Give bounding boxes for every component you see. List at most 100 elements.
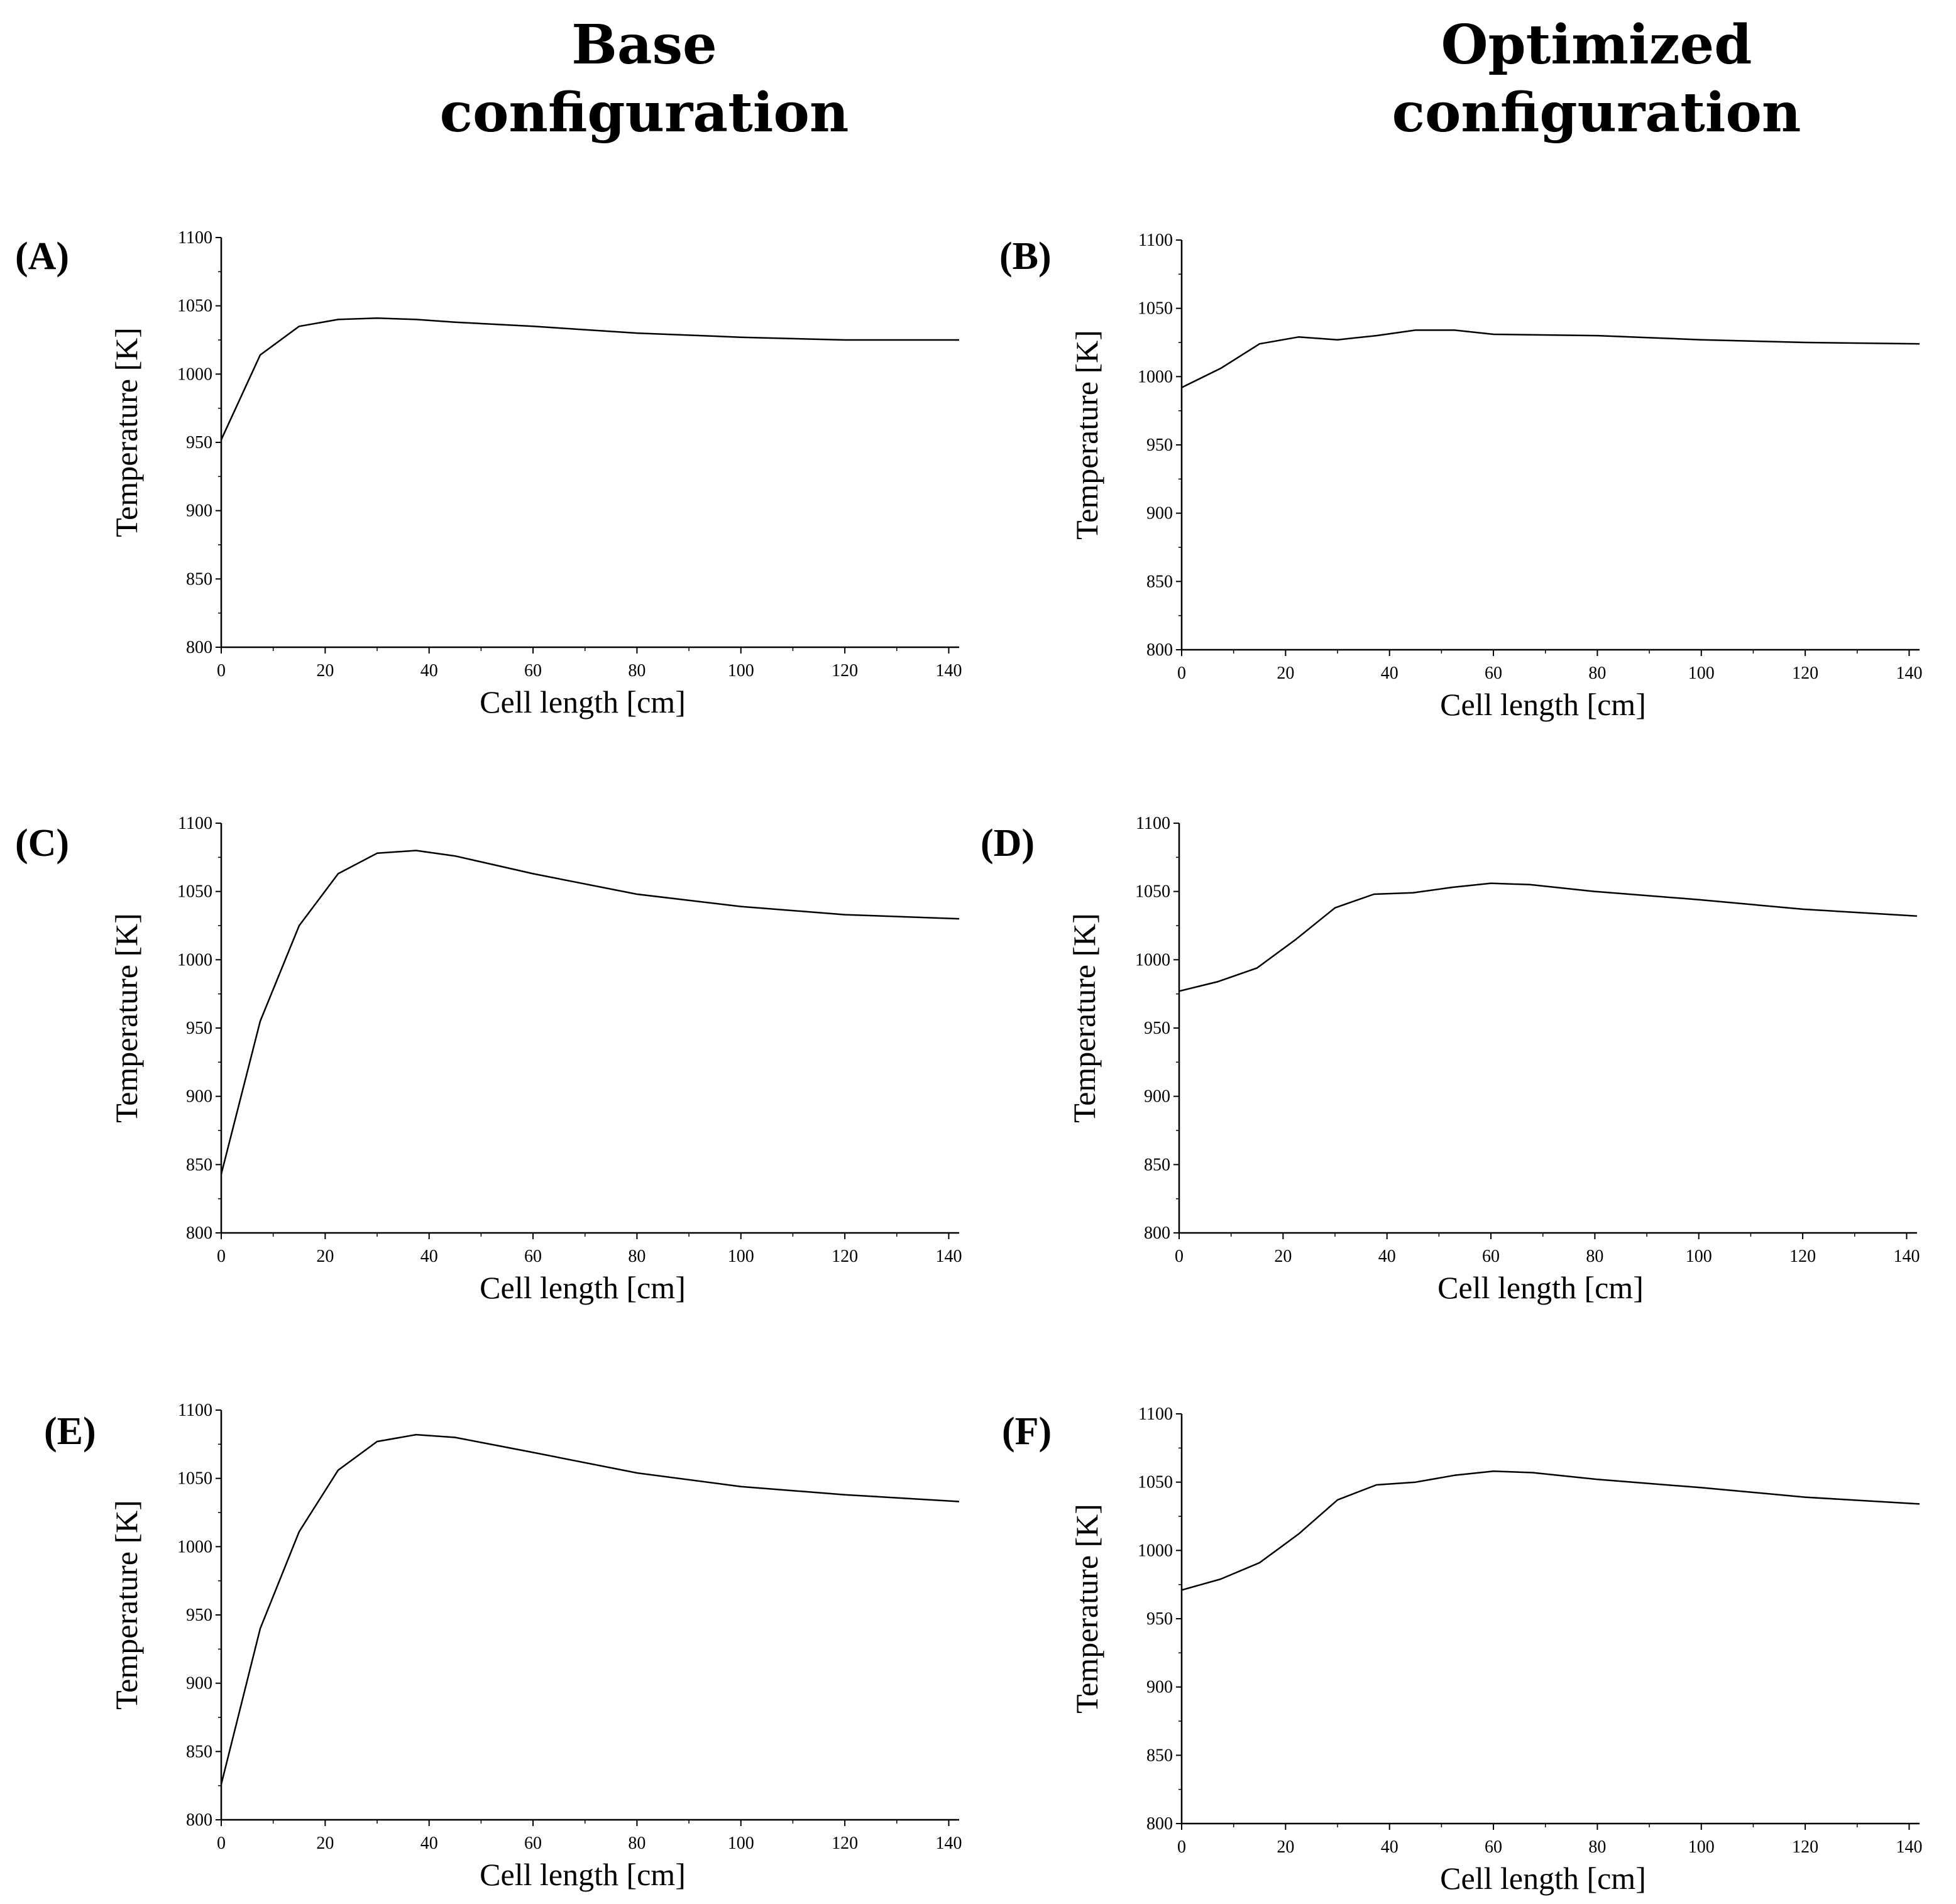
panel-e-x-tick-label: 60 <box>524 1834 542 1853</box>
panel-c-y-tick-label: 1100 <box>178 814 212 833</box>
panel-b-x-axis-title: Cell length [cm] <box>1440 687 1646 722</box>
panel-c-y-axis-title: Temperature [K] <box>109 913 144 1123</box>
panel-b-y-tick-label: 900 <box>1146 504 1173 523</box>
panel-d-y-tick-label: 850 <box>1144 1155 1170 1174</box>
base-header-line-2: configuration <box>439 81 849 145</box>
panel-c-x-tick-label: 0 <box>217 1247 226 1266</box>
panel-a-y-tick-label: 900 <box>186 501 212 521</box>
panel-f-x-tick-label: 120 <box>1792 1837 1818 1857</box>
panel-b-x-tick-label: 20 <box>1277 664 1294 683</box>
panel-a-x-tick-label: 120 <box>832 661 858 681</box>
panel-d-y-axis-title: Temperature [K] <box>1067 913 1102 1123</box>
panel-c: 800 850 900 950 1000 1050 1100 0 20 40 60 80 100 120 1… <box>15 814 962 1305</box>
panel-d-x-tick-label: 120 <box>1789 1247 1816 1266</box>
panel-a-x-tick-label: 20 <box>316 661 334 681</box>
base-configuration-header: Base configuration <box>361 11 927 147</box>
panel-d: 800 850 900 950 1000 1050 1100 0 20 40 60 80 100 120 1… <box>981 814 1920 1305</box>
panel-a-x-tick-label: 60 <box>524 661 542 681</box>
panel-e-label: (E) <box>44 1410 96 1453</box>
panel-e-y-axis-title: Temperature [K] <box>109 1500 144 1710</box>
panel-a-y-axis-title: Temperature [K] <box>109 327 144 537</box>
panel-e-x-axis-title: Cell length [cm] <box>480 1857 686 1892</box>
panel-b: 800 850 900 950 1000 1050 1100 0 20 40 60 80 100 120 1… <box>999 231 1922 722</box>
panel-d-x-tick-label: 100 <box>1686 1247 1712 1266</box>
panel-f-y-tick-label: 1000 <box>1138 1541 1173 1560</box>
optimized-header-line-1: Optimized <box>1441 13 1752 77</box>
panel-f-label: (F) <box>1002 1410 1052 1453</box>
panel-e-x-tick-label: 0 <box>217 1834 226 1853</box>
panel-c-x-tick-label: 40 <box>420 1247 438 1266</box>
panel-b-x-tick-label: 140 <box>1896 664 1922 683</box>
panel-f-x-tick-label: 140 <box>1896 1837 1922 1857</box>
panel-f-x-tick-label: 20 <box>1277 1837 1294 1857</box>
panel-a-x-tick-label: 0 <box>217 661 226 681</box>
panel-f-temperature-line <box>1181 1470 1920 1591</box>
panel-f-x-tick-label: 60 <box>1485 1837 1502 1857</box>
panel-d-y-tick-label: 1000 <box>1135 950 1170 970</box>
panel-d-label: (D) <box>981 822 1035 865</box>
panel-b-x-tick-label: 80 <box>1588 664 1606 683</box>
panel-b-x-tick-label: 40 <box>1381 664 1398 683</box>
panel-f-y-tick-label: 1050 <box>1138 1473 1173 1492</box>
panel-f-x-tick-label: 0 <box>1177 1837 1186 1857</box>
panel-c-label: (C) <box>15 822 69 865</box>
panel-b-y-tick-label: 1050 <box>1138 299 1173 319</box>
panel-b-y-tick-label: 850 <box>1146 572 1173 591</box>
panel-d-x-tick-label: 20 <box>1274 1247 1292 1266</box>
panel-d-y-tick-label: 800 <box>1144 1223 1170 1243</box>
panel-c-x-axis-title: Cell length [cm] <box>480 1270 686 1305</box>
panel-e-x-tick-label: 40 <box>420 1834 438 1853</box>
panel-a-temperature-line <box>220 317 959 440</box>
base-header-line-1: Base <box>571 13 717 77</box>
panel-e-x-tick-label: 120 <box>832 1834 858 1853</box>
panel-e-y-tick-label: 800 <box>186 1810 212 1830</box>
panel-a: 800 850 900 950 1000 1050 1100 0 20 40 60 80 100 120 1… <box>15 228 962 719</box>
panel-f-y-tick-label: 800 <box>1146 1814 1173 1834</box>
panel-f-y-axis-title: Temperature [K] <box>1069 1504 1104 1714</box>
panel-c-y-tick-label: 1000 <box>177 950 212 970</box>
panel-f-y-tick-label: 950 <box>1146 1609 1173 1629</box>
panel-c-x-tick-label: 20 <box>316 1247 334 1266</box>
panel-f-y-tick-label: 900 <box>1146 1678 1173 1697</box>
panel-a-y-tick-label: 950 <box>186 433 212 452</box>
panel-d-y-tick-label: 950 <box>1144 1019 1170 1038</box>
panel-a-y-tick-label: 800 <box>186 638 212 657</box>
optimized-header-line-2: configuration <box>1392 81 1801 145</box>
panel-e-y-tick-label: 950 <box>186 1606 212 1625</box>
panel-c-x-tick-label: 60 <box>524 1247 542 1266</box>
panel-e-y-tick-label: 1050 <box>177 1469 212 1489</box>
panel-f-y-tick-label: 1100 <box>1138 1404 1173 1424</box>
panel-d-x-axis-title: Cell length [cm] <box>1437 1270 1644 1305</box>
panel-b-x-tick-label: 100 <box>1688 664 1715 683</box>
panel-e-y-tick-label: 1100 <box>178 1401 212 1420</box>
panel-d-y-tick-label: 900 <box>1144 1087 1170 1107</box>
panel-d-x-tick-label: 140 <box>1893 1247 1920 1266</box>
panel-f-x-axis-title: Cell length [cm] <box>1440 1861 1646 1896</box>
panel-b-x-tick-label: 120 <box>1792 664 1818 683</box>
panel-a-x-tick-label: 80 <box>628 661 646 681</box>
optimized-configuration-header: Optimized configuration <box>1314 11 1879 147</box>
panel-d-y-tick-label: 1100 <box>1136 814 1170 833</box>
panel-b-y-tick-label: 950 <box>1146 435 1173 455</box>
panel-a-y-tick-label: 1100 <box>178 228 212 248</box>
panel-e-x-tick-label: 100 <box>728 1834 754 1853</box>
panel-e-x-tick-label: 80 <box>628 1834 646 1853</box>
panel-f-y-tick-label: 850 <box>1146 1746 1173 1765</box>
panel-e-y-tick-label: 850 <box>186 1742 212 1761</box>
panel-d-x-tick-label: 60 <box>1482 1247 1500 1266</box>
panel-d-y-tick-label: 1050 <box>1135 882 1170 902</box>
panel-a-y-tick-label: 1050 <box>177 297 212 316</box>
panel-c-y-tick-label: 850 <box>186 1155 212 1174</box>
panel-a-x-tick-label: 140 <box>935 661 962 681</box>
panel-b-y-tick-label: 1100 <box>1138 231 1173 250</box>
panel-d-x-tick-label: 0 <box>1175 1247 1184 1266</box>
panel-b-x-tick-label: 0 <box>1177 664 1186 683</box>
panel-b-label: (B) <box>999 235 1052 278</box>
panel-c-y-tick-label: 950 <box>186 1019 212 1038</box>
panel-c-y-tick-label: 800 <box>186 1223 212 1243</box>
panel-d-x-tick-label: 80 <box>1586 1247 1603 1266</box>
panel-c-x-tick-label: 140 <box>935 1247 962 1266</box>
panel-f: 800 850 900 950 1000 1050 1100 0 20 40 60 80 100 120 1… <box>1002 1404 1922 1896</box>
panel-b-y-tick-label: 800 <box>1146 640 1173 660</box>
